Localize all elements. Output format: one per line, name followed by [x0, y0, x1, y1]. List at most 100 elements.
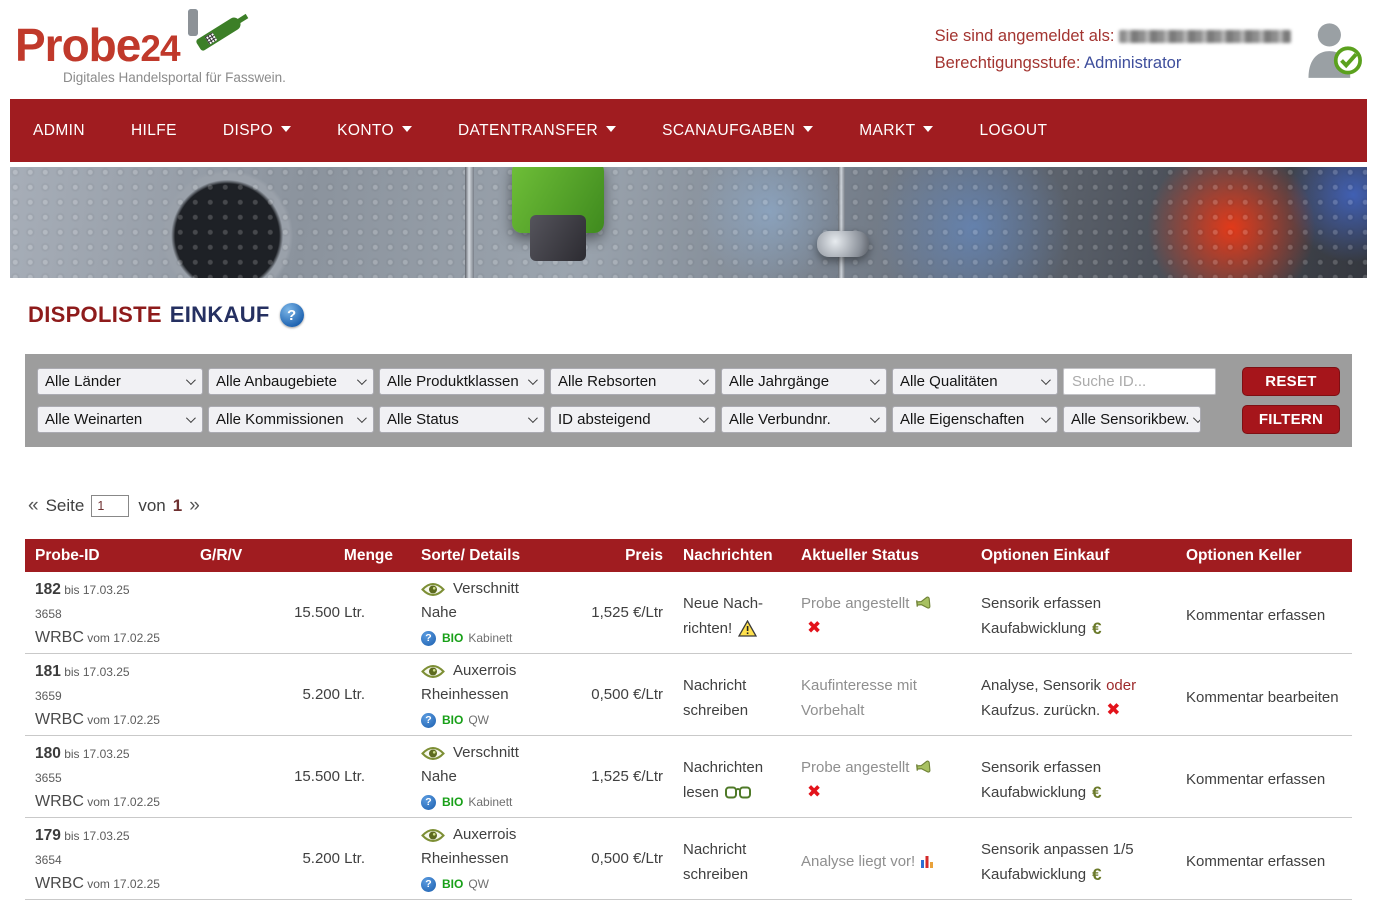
- sorte-line[interactable]: Verschnitt: [421, 742, 543, 764]
- filter-select-alle-eigenschaften[interactable]: Alle Eigenschaften: [892, 406, 1058, 433]
- question-icon[interactable]: ?: [421, 712, 436, 728]
- nachrichten-link: Nachricht schreiben: [665, 654, 783, 735]
- filtern-button[interactable]: FILTERN: [1242, 405, 1340, 434]
- logo[interactable]: Probe24 Digitales Handelsportal für Fass…: [15, 9, 286, 85]
- nachrichten-link-line[interactable]: lesen: [683, 780, 783, 805]
- search-id-input[interactable]: [1063, 368, 1216, 395]
- nav-item-hilfe[interactable]: HILFE: [130, 121, 177, 139]
- sorte-details-cell: Auxerrois Rheinhessen? BIO QW: [395, 818, 543, 899]
- nav-item-markt[interactable]: MARKT: [836, 122, 956, 140]
- sorte-line[interactable]: Auxerrois: [421, 824, 543, 846]
- probe-id-cell[interactable]: 179 bis 17.03.25 3654 WRBC vom 17.02.25: [25, 818, 190, 899]
- nachrichten-link-line[interactable]: Neue Nach-: [683, 594, 764, 612]
- optionen-keller-link[interactable]: Kommentar erfassen: [1186, 853, 1326, 870]
- filter-select-alle-sensorikbew[interactable]: Alle Sensorikbew.: [1063, 406, 1201, 433]
- nachrichten-link-line[interactable]: Nachricht: [683, 840, 747, 858]
- sorte-name: Verschnitt: [453, 744, 519, 761]
- filter-select-label: Alle Eigenschaften: [900, 411, 1025, 428]
- probe-id-cell[interactable]: 182 bis 17.03.25 3658 WRBC vom 17.02.25: [25, 572, 190, 653]
- filter-select-label: Alle Qualitäten: [900, 373, 998, 390]
- status-cell: Kaufinteresse mit Vorbehalt: [783, 654, 963, 735]
- optionen-keller-link[interactable]: Kommentar erfassen: [1186, 771, 1326, 788]
- filter-select-alle-anbaugebiete[interactable]: Alle Anbaugebiete: [208, 368, 374, 395]
- menge-cell: 5.200 Ltr.: [302, 850, 365, 867]
- question-icon[interactable]: ?: [421, 876, 436, 892]
- filter-select-alle-jahrg-nge[interactable]: Alle Jahrgänge: [721, 368, 887, 395]
- euro-icon[interactable]: €: [1092, 618, 1102, 638]
- region-line: Nahe: [421, 604, 457, 621]
- nav-item-dispo[interactable]: DISPO: [200, 122, 314, 140]
- optionen-einkauf-link-suffix[interactable]: oder: [1106, 676, 1137, 694]
- eye-icon[interactable]: [421, 746, 445, 761]
- user-avatar-icon[interactable]: [1305, 22, 1363, 78]
- filter-select-alle-produktklassen[interactable]: Alle Produktklassen: [379, 368, 545, 395]
- probe-vom-date: vom 17.02.25: [83, 631, 160, 645]
- filter-select-alle-kommissionen[interactable]: Alle Kommissionen: [208, 406, 374, 433]
- nav-item-datentransfer[interactable]: DATENTRANSFER: [435, 122, 639, 140]
- sorte-line[interactable]: Auxerrois: [421, 660, 543, 682]
- optionen-einkauf-link-line[interactable]: Sensorik anpassen 1/5: [981, 840, 1134, 858]
- flask-icon[interactable]: [915, 758, 932, 775]
- filter-select-alle-status[interactable]: Alle Status: [379, 406, 545, 433]
- nachrichten-link-line[interactable]: schreiben: [683, 701, 749, 719]
- reset-button[interactable]: RESET: [1242, 367, 1340, 396]
- filter-select-alle-qualit-ten[interactable]: Alle Qualitäten: [892, 368, 1058, 395]
- pagination: « Seite von 1 »: [28, 495, 1377, 517]
- optionen-einkauf-link-line[interactable]: Sensorik erfassen: [981, 758, 1102, 776]
- page-next-button[interactable]: »: [189, 495, 200, 516]
- red-x-icon[interactable]: ✖: [807, 617, 822, 638]
- probe-id-cell[interactable]: 180 bis 17.03.25 3655 WRBC vom 17.02.25: [25, 736, 190, 817]
- status-cell: Probe angestellt ✖: [783, 572, 963, 653]
- red-x-icon[interactable]: ✖: [1106, 699, 1121, 720]
- eye-icon[interactable]: [421, 582, 445, 597]
- page-number-input[interactable]: [91, 495, 130, 517]
- sorte-name: Auxerrois: [453, 826, 517, 843]
- attributes-line: ? BIO QW: [421, 709, 543, 731]
- nav-item-scanaufgaben[interactable]: SCANAUFGABEN: [639, 122, 836, 140]
- filter-select-alle-verbundnr[interactable]: Alle Verbundnr.: [721, 406, 887, 433]
- page-prev-button[interactable]: «: [28, 495, 39, 516]
- question-icon[interactable]: ?: [421, 630, 436, 646]
- nav-item-logout[interactable]: LOGOUT: [979, 121, 1048, 139]
- dispo-table: Probe-ID G/R/V Menge Sorte/ Details Preis Nac…: [25, 539, 1352, 900]
- euro-icon[interactable]: €: [1092, 782, 1102, 802]
- chevron-down-icon: [185, 413, 196, 424]
- sorte-line[interactable]: Verschnitt: [421, 578, 543, 600]
- optionen-einkauf-link-line[interactable]: Kaufzus. zurückn. ✖: [981, 698, 1168, 723]
- probe-code-line: WRBC vom 17.02.25: [35, 872, 190, 896]
- nachrichten-link-line[interactable]: richten!: [683, 616, 783, 641]
- optionen-einkauf-link-line[interactable]: Kaufabwicklung €: [981, 616, 1168, 641]
- filter-select-id-absteigend[interactable]: ID absteigend: [550, 406, 716, 433]
- permission-line: Berechtigungsstufe: Administrator: [934, 53, 1182, 72]
- optionen-einkauf-link-line[interactable]: Kaufabwicklung €: [981, 862, 1168, 887]
- column-header-optionen-keller: Optionen Keller: [1186, 546, 1302, 564]
- euro-icon[interactable]: €: [1092, 864, 1102, 884]
- help-icon[interactable]: ?: [279, 303, 304, 327]
- optionen-keller-link[interactable]: Kommentar bearbeiten: [1186, 689, 1339, 706]
- nav-item-admin[interactable]: ADMIN: [33, 121, 85, 139]
- probe-bis-date: bis 17.03.25: [60, 747, 130, 761]
- nachrichten-link-line[interactable]: Nachrichten: [683, 758, 764, 776]
- eye-icon[interactable]: [421, 664, 445, 679]
- glasses-icon[interactable]: [724, 786, 751, 799]
- chevron-down-icon: [698, 375, 709, 386]
- optionen-einkauf-link-line[interactable]: Sensorik erfassen: [981, 594, 1102, 612]
- laptop-bottle-icon: [187, 9, 268, 52]
- red-x-icon[interactable]: ✖: [807, 781, 822, 802]
- probe-id-cell[interactable]: 181 bis 17.03.25 3659 WRBC vom 17.02.25: [25, 654, 190, 735]
- filter-select-alle-rebsorten[interactable]: Alle Rebsorten: [550, 368, 716, 395]
- filter-select-alle-weinarten[interactable]: Alle Weinarten: [37, 406, 203, 433]
- optionen-einkauf-link-line[interactable]: Analyse, Sensorik oder: [981, 673, 1168, 698]
- optionen-keller-link[interactable]: Kommentar erfassen: [1186, 607, 1326, 624]
- filter-select-alle-l-nder[interactable]: Alle Länder: [37, 368, 203, 395]
- nav-item-konto[interactable]: KONTO: [314, 122, 435, 140]
- optionen-einkauf-link-line[interactable]: Kaufabwicklung €: [981, 780, 1168, 805]
- nachrichten-link-line[interactable]: Nachricht: [683, 676, 747, 694]
- flask-icon[interactable]: [915, 594, 932, 611]
- chevron-down-icon: [606, 126, 617, 132]
- eye-icon[interactable]: [421, 828, 445, 843]
- question-icon[interactable]: ?: [421, 794, 436, 810]
- column-header-aktueller-status: Aktueller Status: [801, 546, 920, 564]
- warning-icon[interactable]: [738, 619, 758, 637]
- nachrichten-link-line[interactable]: schreiben: [683, 865, 749, 883]
